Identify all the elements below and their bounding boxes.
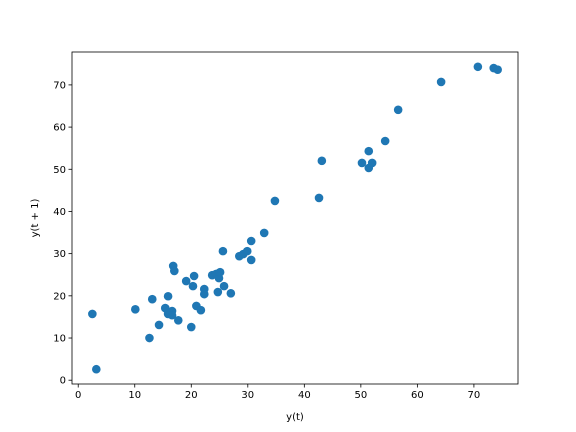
point — [270, 196, 280, 206]
x-axis-label: y(t) — [286, 412, 304, 423]
point — [188, 281, 198, 291]
point — [196, 305, 206, 315]
x-tick-label: 20 — [185, 390, 198, 401]
x-tick-label: 10 — [128, 390, 141, 401]
point — [215, 267, 225, 277]
point — [147, 294, 157, 304]
x-tick-label: 50 — [354, 390, 367, 401]
point — [173, 315, 183, 325]
x-tick-label: 60 — [411, 390, 424, 401]
y-tick-label: 60 — [53, 123, 66, 134]
point — [88, 309, 97, 319]
point — [189, 271, 199, 281]
point — [170, 266, 179, 276]
point — [219, 281, 229, 291]
point — [218, 246, 228, 256]
point — [314, 193, 324, 203]
point — [167, 310, 177, 320]
point — [226, 289, 236, 298]
point — [367, 158, 377, 168]
point — [163, 291, 173, 301]
point — [259, 228, 269, 238]
y-tick-label: 50 — [53, 165, 66, 176]
y-tick-label: 10 — [53, 334, 66, 345]
point — [473, 62, 483, 72]
x-tick-label: 30 — [241, 390, 254, 401]
point — [92, 364, 101, 374]
y-tick-label: 20 — [53, 291, 66, 302]
point — [145, 333, 154, 343]
point — [186, 322, 196, 332]
point — [380, 136, 390, 146]
point — [242, 246, 252, 256]
point — [199, 289, 209, 299]
point — [357, 158, 367, 168]
point — [364, 146, 374, 156]
x-tick-label: 70 — [468, 390, 481, 401]
point — [246, 236, 256, 246]
y-tick-label: 40 — [53, 207, 66, 218]
x-tick-label: 40 — [298, 390, 311, 401]
y-tick-label: 0 — [60, 376, 66, 387]
point — [436, 77, 446, 87]
point — [213, 287, 223, 297]
point — [246, 255, 256, 265]
x-tick-label: 0 — [75, 390, 81, 401]
point — [181, 276, 191, 286]
plot-frame — [71, 51, 519, 385]
y-tick-label: 30 — [53, 249, 66, 260]
y-tick-label: 70 — [53, 80, 66, 91]
point — [131, 305, 140, 314]
point — [154, 320, 164, 330]
y-axis-label: y(t + 1) — [30, 199, 41, 238]
point — [393, 105, 403, 115]
point — [317, 156, 327, 166]
point — [493, 65, 502, 75]
